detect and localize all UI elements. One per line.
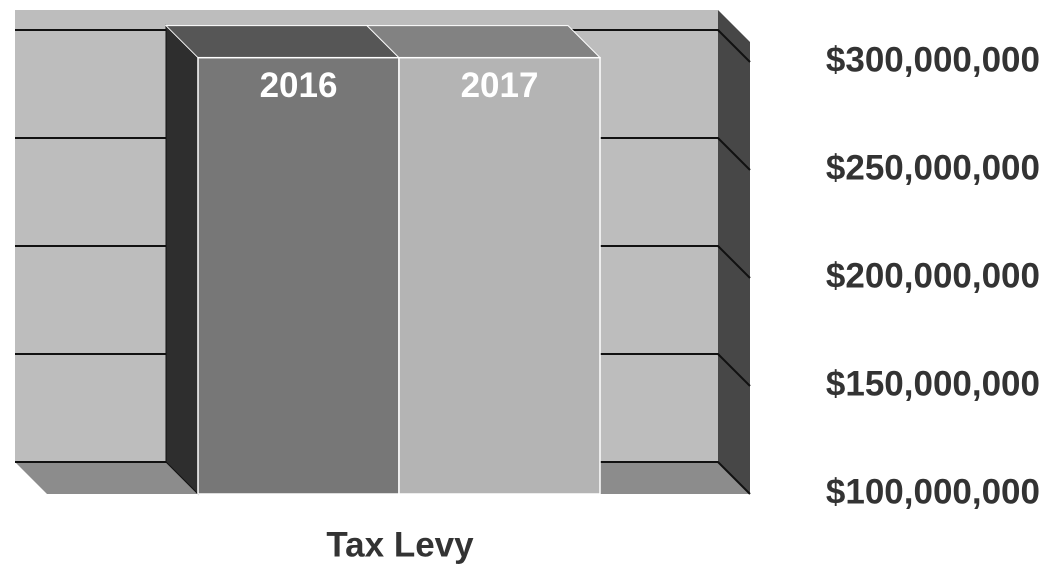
bar-side (165, 24, 199, 496)
bar (164, 24, 401, 496)
bar-front (197, 56, 400, 495)
bar (365, 25, 602, 495)
series-label: 2017 (461, 66, 539, 105)
y-tick-label: $150,000,000 (826, 364, 1040, 403)
bar-top (164, 25, 401, 59)
y-tick-label: $200,000,000 (826, 256, 1040, 295)
series-label: 2016 (260, 66, 338, 105)
side-wall (718, 10, 750, 494)
bar-top (365, 25, 602, 59)
y-tick-label: $100,000,000 (826, 472, 1040, 511)
y-tick-label: $300,000,000 (826, 40, 1040, 79)
y-tick-label: $250,000,000 (826, 148, 1040, 187)
x-axis-label: Tax Levy (326, 525, 474, 564)
bar-front (398, 56, 601, 495)
